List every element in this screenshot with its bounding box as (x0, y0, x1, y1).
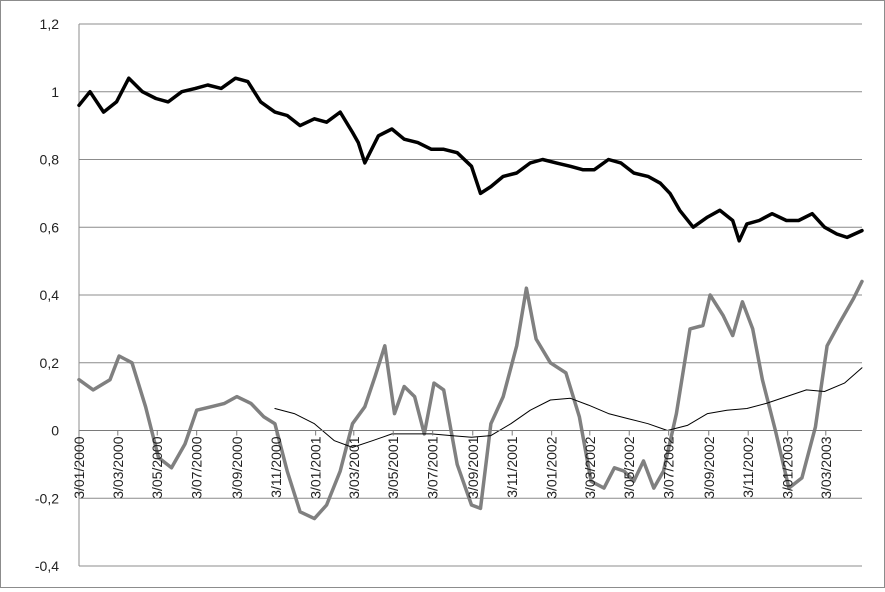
x-tick-label: 3/05/2002 (621, 436, 637, 498)
x-tick-label: 3/07/2001 (425, 436, 441, 498)
y-tick-label: 0,4 (40, 287, 60, 303)
x-tick-label: 3/11/2000 (268, 436, 284, 497)
series-lines (77, 76, 864, 521)
x-tick-label: 3/11/2001 (504, 436, 520, 497)
series-line-3 (274, 367, 863, 448)
series-line-1 (77, 76, 864, 243)
x-axis: 3/01/2000 3/03/2000 3/05/2000 3/07/2000 3/09… (71, 430, 862, 499)
x-tick-label: 3/09/2001 (465, 436, 481, 498)
y-axis-tick-labels: 1,2 1 0,8 0,6 0,4 0,2 0 -0,2 -0,4 (35, 16, 59, 574)
y-tick-label: -0,4 (35, 558, 59, 574)
x-tick-label: 3/05/2001 (385, 436, 401, 498)
y-tick-label: 0,8 (40, 152, 60, 168)
y-tick-label: 0,2 (40, 355, 60, 371)
y-tick-label: 1 (51, 84, 59, 100)
x-tick-label: 3/07/2002 (661, 436, 677, 498)
x-tick-label: 3/01/2001 (308, 436, 324, 498)
series-line-2 (77, 279, 864, 521)
x-tick-label: 3/01/2002 (544, 436, 560, 498)
x-tick-label: 3/11/2002 (740, 436, 756, 497)
x-tick-label: 3/05/2000 (149, 436, 165, 498)
x-tick-label: 3/03/2001 (346, 436, 362, 498)
x-tick-label: 3/09/2002 (701, 436, 717, 498)
x-tick-label: 3/01/2003 (780, 436, 796, 498)
x-tick-label: 3/09/2000 (229, 436, 245, 498)
x-tick-label: 3/03/2000 (110, 436, 126, 498)
x-tick-label: 3/01/2000 (71, 436, 87, 498)
y-tick-label: 1,2 (40, 16, 60, 32)
y-tick-label: 0,6 (40, 219, 60, 235)
x-tick-label: 3/03/2003 (818, 436, 834, 498)
x-tick-label: 3/07/2000 (189, 436, 205, 498)
y-tick-label: 0 (51, 423, 59, 439)
y-tick-label: -0,2 (35, 490, 59, 506)
x-tick-label: 3/03/2002 (582, 436, 598, 498)
